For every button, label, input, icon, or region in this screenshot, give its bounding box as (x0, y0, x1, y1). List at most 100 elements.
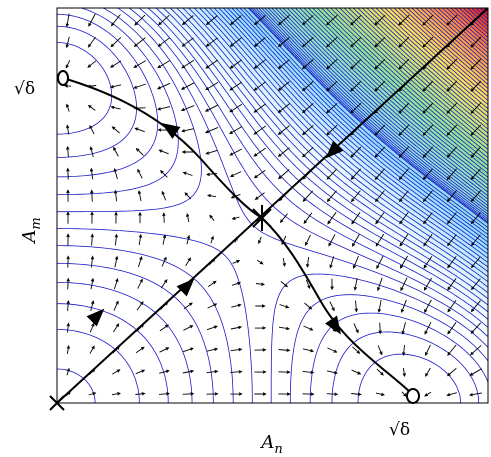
field-arrow-236 (113, 300, 119, 311)
field-arrow-14 (398, 14, 410, 26)
field-arrow-54 (63, 84, 72, 88)
field-arrow-27 (277, 37, 290, 48)
field-arrow-182 (114, 233, 119, 246)
contour-line-72 (428, 8, 488, 62)
field-arrow-69 (422, 80, 434, 92)
field-arrow-25 (229, 37, 242, 47)
field-arrow-308 (111, 392, 122, 396)
field-arrow-262 (303, 325, 314, 331)
field-arrow-215 (470, 256, 481, 269)
field-arrow-310 (158, 392, 171, 396)
contour-line-0 (57, 42, 461, 403)
field-arrow-177 (423, 212, 433, 225)
field-arrow-300 (351, 369, 362, 375)
field-arrow-2 (110, 14, 121, 27)
field-arrow-173 (327, 212, 337, 225)
field-arrow-109 (89, 146, 94, 158)
field-arrow-302 (402, 367, 406, 377)
field-arrow-74 (110, 105, 121, 110)
field-arrow-191 (328, 234, 336, 247)
field-arrow-47 (326, 58, 338, 70)
field-arrow-203 (185, 257, 191, 267)
field-arrow-37 (87, 60, 97, 68)
contour-line-50 (330, 8, 488, 150)
field-arrow-279 (278, 348, 291, 352)
contour-line-58 (366, 8, 488, 118)
saddle-point-marker (252, 205, 272, 231)
contour-line-9 (57, 8, 488, 403)
contour-line-70 (420, 8, 488, 69)
field-arrow-245 (329, 301, 335, 312)
field-arrow-225 (280, 281, 289, 288)
field-arrow-156 (350, 190, 361, 203)
contour-line-74 (437, 8, 488, 54)
field-arrow-96 (204, 126, 219, 134)
field-arrow-146 (113, 189, 118, 202)
field-arrow-199 (90, 255, 95, 268)
field-arrow-274 (159, 347, 170, 353)
field-arrow-244 (304, 302, 313, 310)
field-arrow-124 (446, 146, 458, 158)
contour-line-73 (433, 8, 488, 58)
trajectory-diagonal (56, 7, 489, 404)
field-arrow-190 (305, 234, 311, 247)
field-arrow-122 (398, 146, 410, 158)
field-arrow-312 (206, 392, 219, 396)
field-arrow-71 (470, 80, 482, 92)
field-arrow-50 (398, 58, 410, 70)
field-arrow-287 (470, 345, 482, 356)
field-arrow-104 (398, 124, 410, 136)
field-arrow-232 (447, 278, 457, 291)
field-arrow-196 (447, 234, 457, 247)
field-arrow-201 (137, 256, 143, 268)
field-arrow-260 (254, 326, 267, 330)
contour-line-53 (343, 8, 488, 138)
field-arrow-281 (327, 347, 338, 353)
field-arrow-318 (351, 392, 362, 396)
contour-line-76 (446, 8, 488, 46)
field-arrow-220 (160, 279, 168, 289)
field-arrow-297 (278, 370, 291, 374)
field-arrow-288 (66, 367, 70, 376)
field-arrow-243 (279, 304, 290, 309)
field-arrow-79 (229, 103, 243, 113)
field-arrow-259 (230, 325, 243, 330)
contour-line-75 (441, 8, 488, 50)
field-arrow-261 (278, 326, 291, 331)
field-arrow-16 (446, 14, 458, 26)
field-arrow-264 (353, 323, 359, 334)
field-arrow-285 (425, 344, 431, 357)
field-arrow-157 (374, 190, 385, 203)
field-arrow-141 (422, 168, 433, 181)
field-arrow-296 (254, 370, 267, 374)
x-axis-label: An (259, 432, 282, 457)
field-arrow-103 (374, 124, 386, 136)
field-arrow-43 (229, 59, 242, 69)
field-arrow-97 (229, 126, 243, 135)
field-arrow-110 (113, 146, 119, 157)
field-arrow-148 (161, 190, 167, 201)
field-arrow-40 (157, 60, 171, 69)
field-arrow-5 (181, 15, 194, 26)
field-arrow-15 (422, 14, 434, 26)
field-arrow-21 (133, 37, 146, 48)
field-arrow-39 (133, 60, 147, 68)
field-arrow-143 (470, 168, 481, 180)
field-arrow-183 (138, 233, 143, 246)
field-arrow-30 (350, 36, 362, 48)
field-arrow-205 (232, 260, 241, 264)
field-arrow-18 (65, 36, 70, 49)
field-arrow-150 (206, 194, 217, 198)
field-arrow-19 (87, 36, 96, 48)
field-arrow-137 (326, 168, 338, 180)
field-arrow-179 (470, 212, 481, 225)
field-arrow-239 (183, 302, 193, 310)
field-arrow-152 (254, 192, 265, 201)
field-arrow-192 (351, 233, 360, 247)
field-arrow-67 (374, 80, 386, 92)
contour-line-77 (450, 8, 488, 42)
field-arrow-26 (253, 37, 266, 48)
field-arrow-242 (255, 304, 266, 308)
field-arrow-87 (422, 102, 434, 114)
